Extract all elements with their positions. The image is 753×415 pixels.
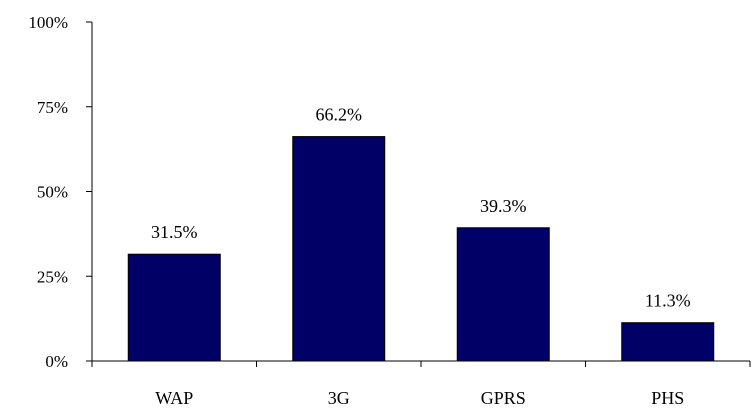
data-label: 31.5%: [151, 222, 198, 242]
category-label: WAP: [155, 388, 193, 408]
category-label: 3G: [328, 388, 350, 408]
y-axis: 0% 25% 50% 75% 100%: [28, 13, 93, 371]
bar-wap: [127, 253, 221, 362]
bar-3g: [292, 136, 386, 362]
y-tick-label: 75%: [37, 98, 68, 117]
x-axis: WAP 3G GPRS PHS: [91, 360, 751, 408]
data-label: 66.2%: [316, 105, 363, 125]
bar-gprs: [456, 227, 550, 362]
y-tick-label: 50%: [37, 183, 68, 202]
y-tick-label: 25%: [37, 267, 68, 286]
data-labels: 31.5% 66.2% 39.3% 11.3%: [151, 105, 691, 311]
bar-phs: [621, 322, 715, 362]
category-label: PHS: [651, 388, 684, 408]
bars: [127, 136, 715, 362]
data-label: 39.3%: [480, 196, 527, 216]
y-tick-label: 0%: [45, 352, 68, 371]
y-tick-label: 100%: [28, 13, 68, 32]
data-label: 11.3%: [645, 291, 691, 311]
category-label: GPRS: [481, 388, 526, 408]
